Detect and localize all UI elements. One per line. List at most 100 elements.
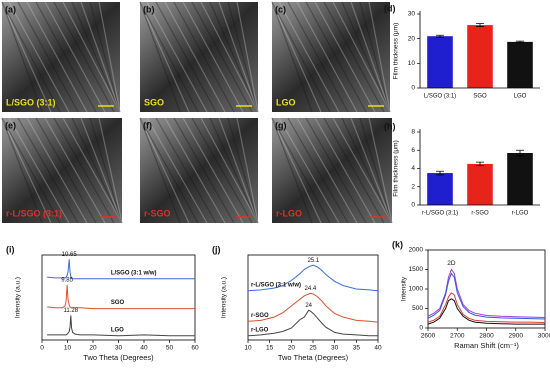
image-caption: LGO xyxy=(276,97,296,107)
sem-texture xyxy=(218,117,259,224)
annotation: 2D xyxy=(447,260,456,267)
sem-texture xyxy=(98,117,123,224)
sem-texture xyxy=(341,1,391,113)
chart-label: (i) xyxy=(6,244,15,254)
sem-texture xyxy=(53,117,115,224)
x-axis-label: Two Theta (Degrees) xyxy=(278,353,349,362)
sem-texture xyxy=(1,117,61,224)
sem-texture xyxy=(139,117,190,224)
sem-image xyxy=(2,118,122,223)
sem-texture xyxy=(8,117,70,224)
y-tick-label: 20 xyxy=(408,35,416,42)
sem-image xyxy=(272,2,390,112)
peak-label: 11.28 xyxy=(63,308,78,314)
series-label: r-L/SGO (3:1 w/w) xyxy=(251,282,301,288)
sem-texture xyxy=(191,117,253,224)
sem-texture xyxy=(80,117,123,224)
sem-image xyxy=(272,118,392,223)
sem-texture xyxy=(164,117,226,224)
sem-texture xyxy=(278,1,340,113)
x-tick-label: 2600 xyxy=(421,333,436,340)
sem-texture xyxy=(35,1,97,113)
sem-texture xyxy=(146,1,208,113)
axes xyxy=(419,11,540,89)
sem-texture xyxy=(80,1,121,113)
series-label: SGO xyxy=(111,300,125,306)
sem-image xyxy=(140,2,258,112)
y-axis-label: Intensity (a.u.) xyxy=(15,277,22,318)
x-tick-label: 2800 xyxy=(479,333,494,340)
bar xyxy=(507,152,533,205)
sem-texture xyxy=(146,117,208,224)
sem-texture xyxy=(173,117,235,224)
bar xyxy=(427,36,453,88)
sem-texture xyxy=(173,1,235,113)
axes xyxy=(419,129,540,206)
series-line xyxy=(247,264,379,292)
sem-texture xyxy=(155,117,217,224)
y-tick-label: 10 xyxy=(408,60,416,67)
series-line xyxy=(247,309,378,337)
sem-texture xyxy=(359,117,393,224)
y-tick-label: 8 xyxy=(411,129,415,136)
x-tick-label: r-LGO xyxy=(512,211,529,217)
series-line xyxy=(427,268,546,318)
sem-texture xyxy=(341,117,393,224)
sem-texture xyxy=(71,1,121,113)
y-tick-label: 2000 xyxy=(409,247,424,254)
series-label: r-LGO xyxy=(251,327,269,333)
series-line xyxy=(47,284,195,310)
x-tick-label: 15 xyxy=(266,345,274,352)
y-tick-label: 30 xyxy=(408,11,416,18)
panel-label: (f) xyxy=(143,120,152,130)
sem-texture xyxy=(314,117,376,224)
sem-image xyxy=(2,2,120,112)
panel-label: (e) xyxy=(5,120,16,130)
sem-texture xyxy=(139,1,190,113)
image-caption: SGO xyxy=(144,97,164,107)
sem-texture xyxy=(139,1,181,113)
sem-texture xyxy=(139,117,181,224)
x-tick-label: 60 xyxy=(191,345,199,352)
sem-texture xyxy=(209,117,259,224)
x-tick-label: 40 xyxy=(374,345,382,352)
sem-texture xyxy=(368,117,393,224)
sem-texture xyxy=(227,117,259,224)
bar xyxy=(467,163,493,205)
y-tick-label: 500 xyxy=(412,305,423,312)
y-tick-label: 1500 xyxy=(409,266,424,273)
y-tick-label: 6 xyxy=(411,147,415,154)
image-caption: L/SGO (3:1) xyxy=(6,97,56,107)
sem-texture xyxy=(1,1,52,113)
sem-texture xyxy=(271,1,322,113)
sem-texture xyxy=(236,117,259,224)
series-line xyxy=(427,298,545,325)
sem-texture xyxy=(191,1,253,113)
sem-texture xyxy=(164,1,226,113)
sem-texture xyxy=(323,1,385,113)
y-axis-label: Intensity xyxy=(401,276,408,301)
sem-texture xyxy=(182,117,244,224)
x-axis-label: Two Theta (Degrees) xyxy=(83,353,154,362)
sem-texture xyxy=(296,117,358,224)
series-label: L/SGO (3:1 w/w) xyxy=(111,270,157,276)
error-bar xyxy=(476,161,484,167)
sem-texture xyxy=(53,1,115,113)
y-tick-label: 4 xyxy=(411,165,415,172)
x-tick-label: 2700 xyxy=(450,333,465,340)
sem-texture xyxy=(227,1,259,113)
x-tick-label: 30 xyxy=(115,345,123,352)
sem-texture xyxy=(44,1,106,113)
chart-label: (h) xyxy=(384,121,396,131)
error-bar xyxy=(436,34,444,38)
plot-frame xyxy=(427,249,546,329)
bar xyxy=(427,173,453,205)
x-tick-label: 25 xyxy=(309,345,317,352)
x-tick-label: 30 xyxy=(331,345,339,352)
sem-texture xyxy=(332,117,393,224)
chart-label: (j) xyxy=(212,244,221,254)
sem-texture xyxy=(200,1,259,113)
sem-texture xyxy=(350,1,391,113)
x-tick-label: 40 xyxy=(140,345,148,352)
sem-texture xyxy=(278,117,340,224)
